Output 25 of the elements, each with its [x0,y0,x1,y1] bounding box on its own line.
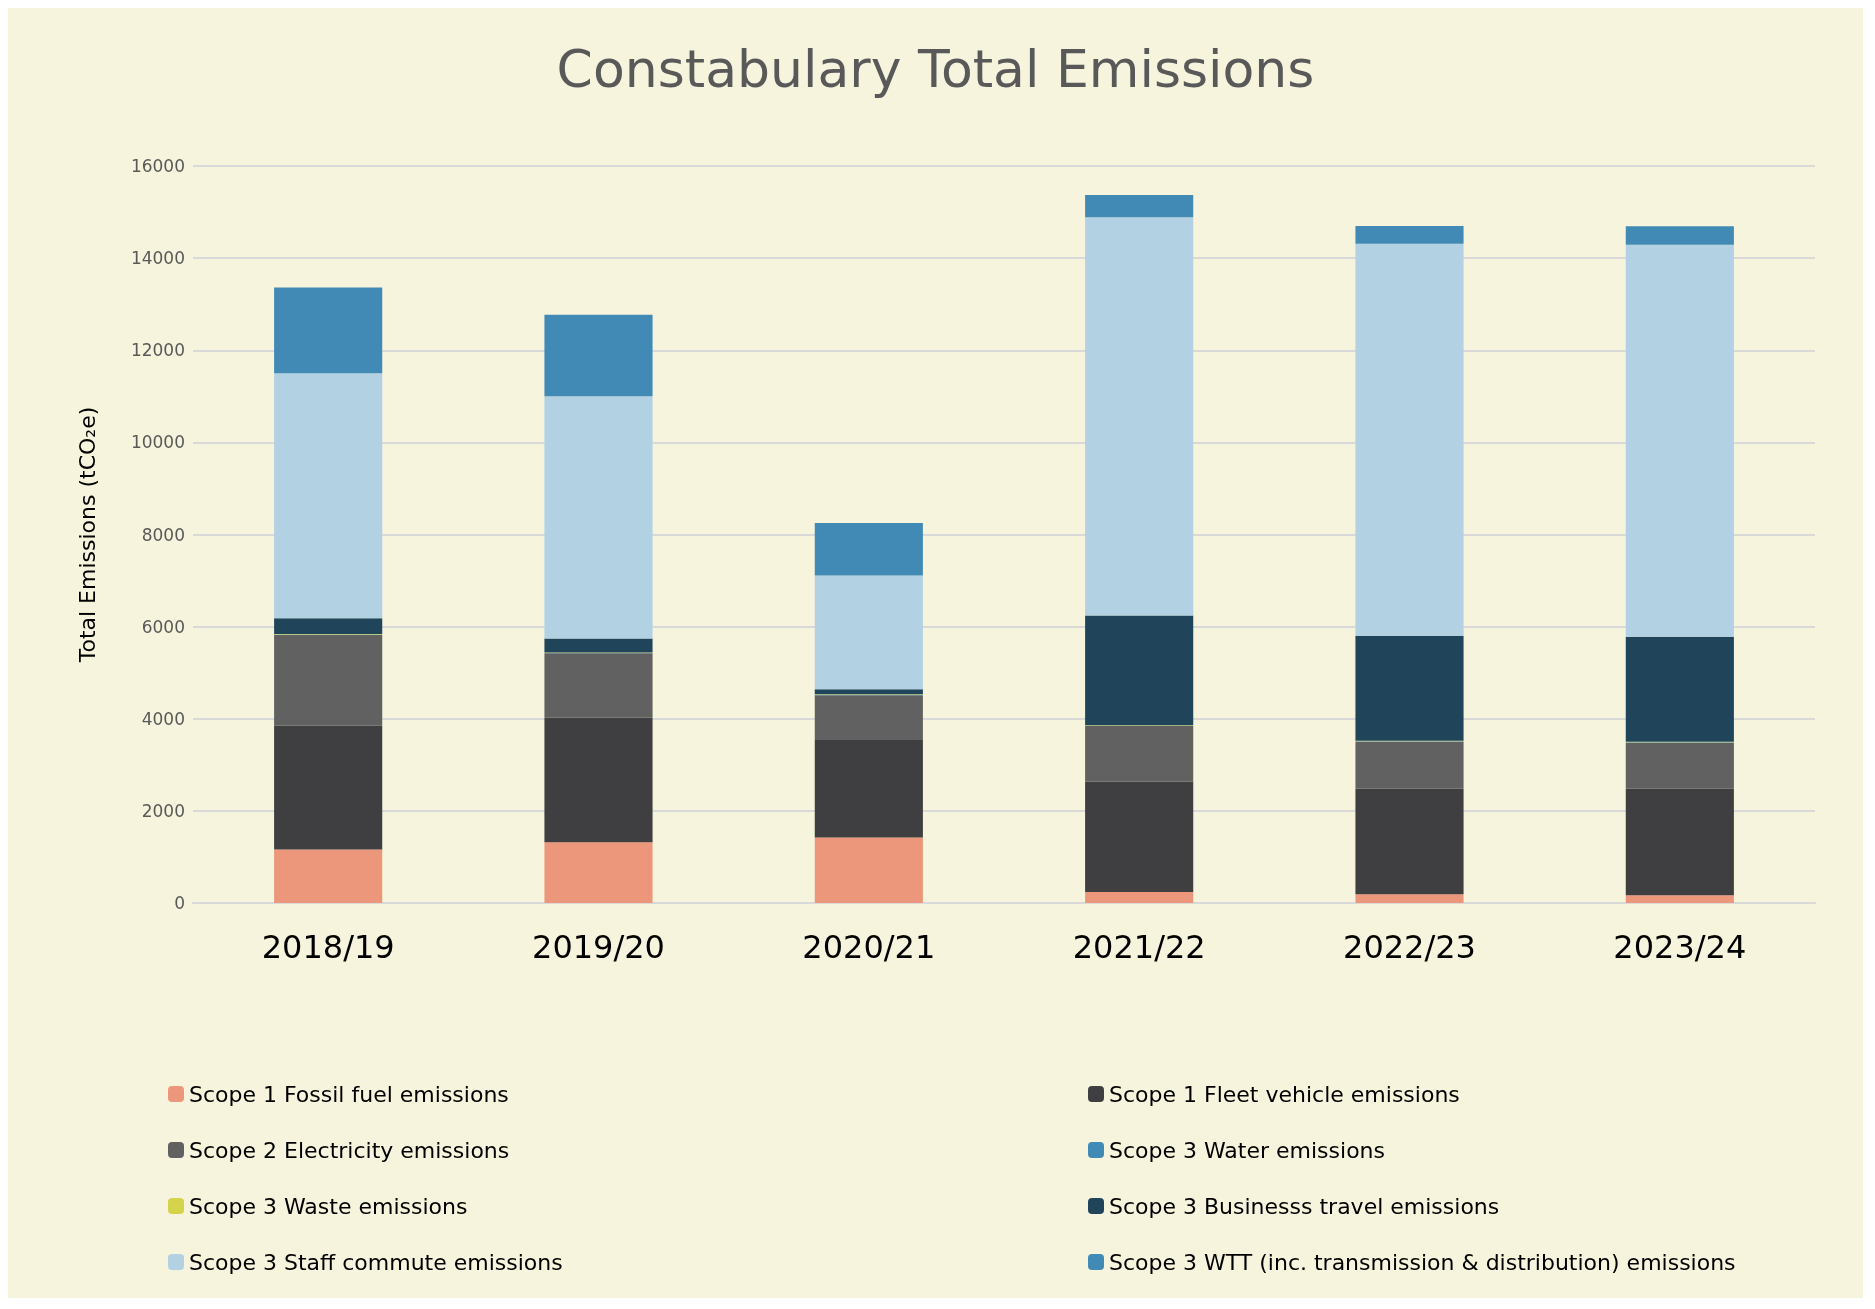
x-tick-label: 2022/23 [1343,928,1476,966]
legend-label: Scope 3 Waste emissions [189,1193,468,1219]
legend-label: Scope 3 WTT (inc. transmission & distribution) emissions [1109,1249,1736,1275]
y-tick-label: 6000 [141,616,185,637]
legend-label: Scope 3 Water emissions [1109,1137,1386,1163]
y-tick-label: 12000 [130,340,185,361]
legend-label: Scope 3 Staff commute emissions [189,1249,563,1275]
legend-label: Scope 2 Electricity emissions [189,1137,510,1163]
y-tick-label: 2000 [141,800,185,821]
x-tick-label: 2020/21 [802,928,936,966]
x-tick-label: 2019/20 [532,928,665,966]
y-axis-title: Total Emissions (tCO₂e) [74,406,100,664]
chart-title: Constabulary Total Emissions [556,39,1315,99]
x-tick-label: 2023/24 [1613,928,1747,966]
x-tick-label: 2018/19 [261,928,395,966]
y-tick-label: 8000 [141,524,185,545]
legend-label: Scope 1 Fleet vehicle emissions [1109,1081,1460,1107]
legend-label: Scope 3 Businesss travel emissions [1109,1193,1500,1219]
y-tick-label: 16000 [130,156,185,176]
x-tick-label: 2021/22 [1072,928,1206,966]
y-tick-label: 10000 [130,432,185,453]
y-tick-label: 14000 [130,248,185,269]
legend-label: Scope 1 Fossil fuel emissions [189,1081,509,1107]
y-tick-label: 4000 [141,708,185,729]
y-tick-label: 0 [174,893,185,913]
